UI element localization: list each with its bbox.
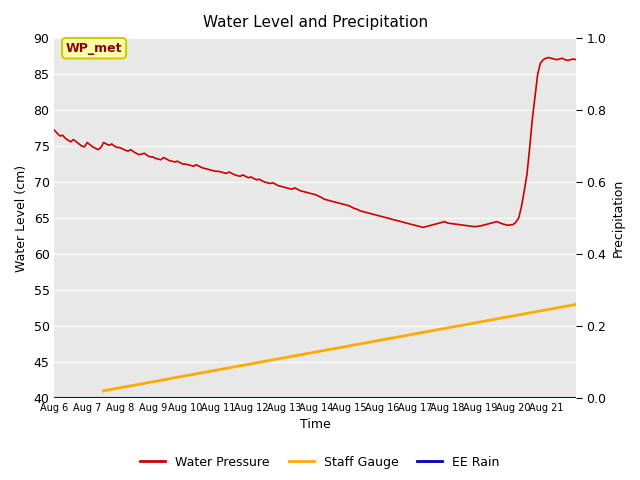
X-axis label: Time: Time	[300, 419, 331, 432]
Title: Water Level and Precipitation: Water Level and Precipitation	[203, 15, 428, 30]
Text: WP_met: WP_met	[66, 42, 122, 55]
Y-axis label: Precipitation: Precipitation	[612, 179, 625, 257]
Y-axis label: Water Level (cm): Water Level (cm)	[15, 165, 28, 272]
Legend: Water Pressure, Staff Gauge, EE Rain: Water Pressure, Staff Gauge, EE Rain	[136, 451, 504, 474]
